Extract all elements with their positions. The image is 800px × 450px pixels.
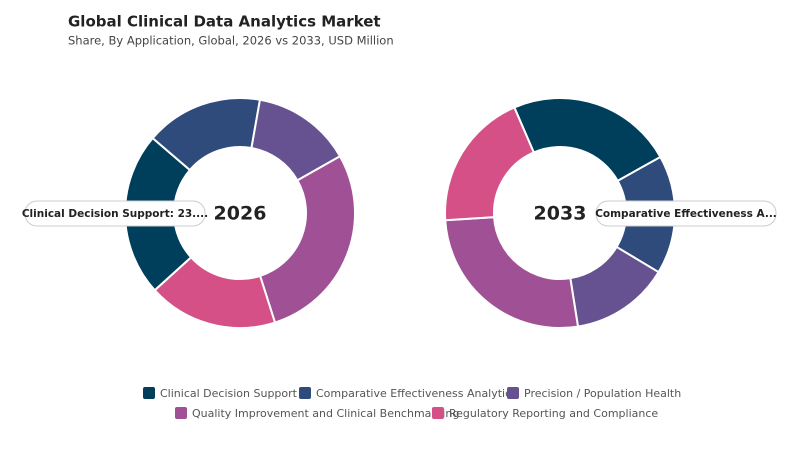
tooltip-box [595, 200, 777, 227]
donut-segment [444, 106, 536, 222]
legend-label: Precision / Population Health [524, 387, 681, 400]
legend-swatch [175, 407, 187, 419]
legend-swatch [299, 387, 311, 399]
legend-swatch [432, 407, 444, 419]
chart-subtitle: Share, By Application, Global, 2026 vs 2… [68, 34, 394, 48]
legend-label: Clinical Decision Support [160, 387, 298, 400]
chart-title: Global Clinical Data Analytics Market [68, 13, 381, 31]
tooltip-box [24, 200, 206, 227]
tooltip-text: Clinical Decision Support: 23.... [22, 208, 208, 220]
legend-swatch [143, 387, 155, 399]
donut-segment [258, 154, 356, 324]
legend-label: Quality Improvement and Clinical Benchma… [192, 407, 459, 420]
legend-label: Comparative Effectiveness Analytics [316, 387, 517, 400]
donut-segment [153, 255, 277, 329]
tooltip-text: Comparative Effectiveness A... [595, 208, 777, 220]
legend-swatch [507, 387, 519, 399]
donut-segment [444, 216, 580, 329]
legend-label: Regulatory Reporting and Compliance [449, 407, 658, 420]
center-label: 2026 [214, 203, 267, 225]
center-label: 2033 [534, 203, 587, 225]
